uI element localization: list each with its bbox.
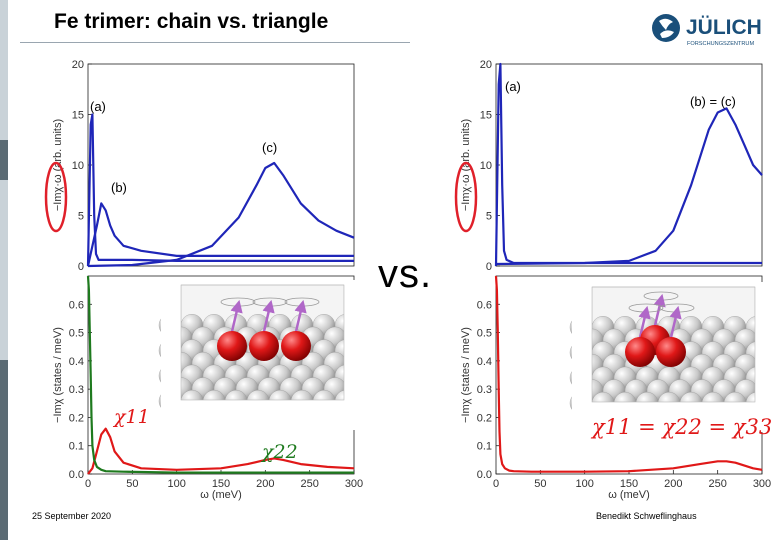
x-tick-label: 300 [753,478,771,490]
x-axis-label: ω (meV) [200,489,242,501]
triangle-upper-panel: 0 5 10 15 20 −Imχ·ω (arb. units) [460,59,763,273]
series-line-χ11 = χ22 = χ33 [494,275,763,473]
x-tick-label: 200 [256,478,274,490]
inset-clip-bottom [161,400,364,430]
x-tick-label: 100 [167,478,185,490]
y-tick-label: 0.5 [69,328,84,340]
juelich-logo: JÜLICH FORSCHUNGSZENTRUM [652,14,762,47]
vs-label: vs. [378,252,433,296]
inset-clip-left [572,282,592,407]
y-tick-label: 0.3 [69,384,84,396]
y-tick-label: 20 [480,59,492,71]
y-tick-label: 0.0 [69,469,84,481]
series-line-χ22 [86,275,354,474]
x-tick-label: 150 [212,478,230,490]
logo-subtext: FORSCHUNGSZENTRUM [687,41,754,47]
inset-border [180,284,345,401]
fe-atom [217,331,247,361]
fe-atom [656,337,686,367]
y-tick-label: 10 [72,160,84,172]
inset-clip-right [344,280,364,405]
x-tick-label: 100 [575,478,593,490]
sidebar-stripe-low [0,180,8,360]
y-tick-label: 10 [480,160,492,172]
y-tick-label: 5 [486,211,492,223]
y-tick-label: 0.5 [477,328,492,340]
y-axis-label: −Imχ·ω (arb. units) [460,119,472,211]
series-line-(a) [494,62,762,267]
y-axis-label: −Imχ (states / meV) [460,327,472,423]
y-tick-label: 0.0 [477,469,492,481]
x-tick-label: 150 [620,478,638,490]
y-tick-label: 15 [480,110,492,122]
x-tick-label: 250 [300,478,318,490]
chain-label-b: (b) [111,180,127,195]
title-divider [20,42,410,43]
sidebar-stripe-mid [0,140,8,180]
legend-chi-triangle: χ11 = χ22 = χ33 [590,415,772,439]
sidebar-stripe-bottom [0,360,8,540]
y-tick-label: 0.2 [477,412,492,424]
inset-clip-right [755,282,775,407]
y-tick-label: 0 [486,261,492,273]
footer-date: 25 September 2020 [32,511,112,521]
y-tick-label: 20 [72,59,84,71]
chain-label-a: (a) [90,99,106,114]
x-tick-label: 50 [534,478,546,490]
y-tick-label: 0.4 [477,356,492,368]
y-tick-label: 0.6 [477,299,492,311]
fe-atom [625,337,655,367]
x-tick-label: 300 [345,478,363,490]
x-axis-label: ω (meV) [608,489,650,501]
plot-frame [495,63,763,267]
x-tick-label: 200 [664,478,682,490]
slide-title: Fe trimer: chain vs. triangle [54,10,329,33]
fe-atom [281,331,311,361]
y-tick-label: 0.2 [69,412,84,424]
y-tick-label: 0.3 [477,384,492,396]
triangle-structure-inset [569,282,775,432]
highlight-ellipse-left [44,161,68,233]
chain-structure-inset [158,280,364,430]
logo-text: JÜLICH [686,16,762,39]
series-line-(b) = (c) [495,107,763,266]
y-tick-label: 0.1 [477,441,492,453]
series-line-χ11 [87,427,355,475]
inset-clip-bottom [572,402,775,432]
fe-atom [249,331,279,361]
sidebar-stripe-top [0,0,8,140]
x-tick-label: 0 [85,478,91,490]
y-tick-label: 0.6 [69,299,84,311]
y-tick-label: 0.1 [69,441,84,453]
chain-label-c: (c) [262,140,277,155]
x-tick-label: 50 [126,478,138,490]
plot-frame [87,63,355,267]
y-axis-label: −Imχ (states / meV) [52,327,64,423]
triangle-label-bc: (b) = (c) [690,94,736,109]
highlight-ellipse-right [454,161,478,233]
triangle-label-a: (a) [505,79,521,94]
y-tick-label: 5 [78,211,84,223]
logo-mark-icon [652,14,680,42]
series-line-(a) [86,113,354,267]
y-tick-label: 0.4 [69,356,84,368]
legend-chi22: χ22 [260,441,298,463]
series-line-(c) [87,161,355,268]
inset-border [591,286,756,403]
footer-author: Benedikt Schweflinghaus [596,511,697,521]
x-tick-label: 0 [493,478,499,490]
x-tick-label: 250 [708,478,726,490]
y-tick-label: 0 [78,261,84,273]
inset-clip-left [161,280,181,405]
series-line-(b) [86,202,354,267]
y-tick-label: 15 [72,110,84,122]
legend-chi11: χ11 [112,406,150,428]
